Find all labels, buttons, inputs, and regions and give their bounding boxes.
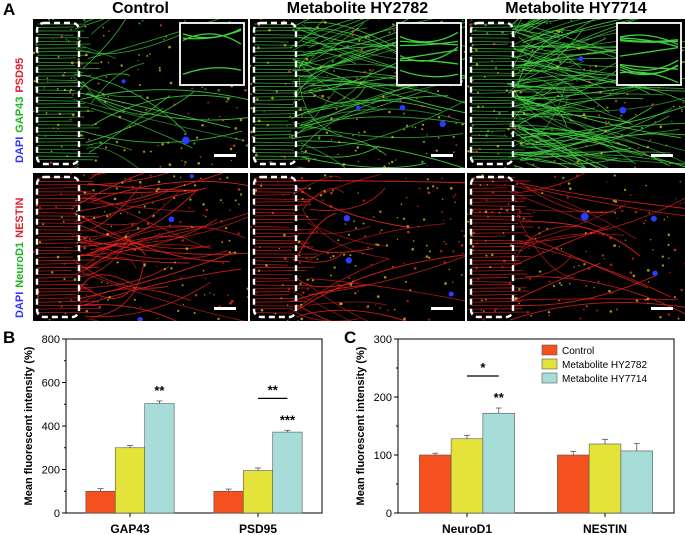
scale-bar <box>431 154 453 157</box>
significance-label: ** <box>494 390 505 405</box>
y-tick-label: 0 <box>54 508 60 520</box>
micrograph-neurod1-control <box>33 173 248 321</box>
y-tick-label: 400 <box>42 421 60 433</box>
column-title-hy7714: Metabolite HY7714 <box>505 0 647 17</box>
row-label-nestin: DAPI NeuroD1 NESTIN <box>14 194 26 318</box>
significance-label: ** <box>154 383 165 398</box>
significance-label: ** <box>268 382 279 397</box>
bar <box>482 412 515 514</box>
micrograph-gap43-control <box>33 19 248 168</box>
column-title-control: Control <box>112 0 169 17</box>
x-tick-label: PSD95 <box>239 522 277 535</box>
bar <box>242 470 274 514</box>
row-label-dapi: DAPI <box>14 136 26 163</box>
legend-swatch <box>541 344 558 356</box>
x-tick-label: NeuroD1 <box>442 522 492 535</box>
bar <box>213 490 244 514</box>
x-tick-label: GAP43 <box>110 522 150 535</box>
column-title-hy2782: Metabolite HY2782 <box>286 0 429 17</box>
micrograph-neurod1-hy7714 <box>467 173 685 321</box>
y-tick-label: 200 <box>42 465 60 477</box>
micrograph-gap43-hy2782 <box>250 19 465 168</box>
row-label-gap43: DAPI GAP43 PSD95 <box>14 54 26 163</box>
bar <box>450 438 484 514</box>
scale-bar <box>214 154 236 157</box>
bar <box>114 447 146 514</box>
significance-label: *** <box>280 412 296 427</box>
y-axis-label: Mean fluorescent intensity (%) <box>355 346 367 505</box>
legend-label: Metabolite HY7714 <box>562 374 647 385</box>
bar <box>272 431 303 514</box>
chart-b: 0 200 400 600 800 Mean fluorescent intensity … <box>23 334 323 535</box>
panel-letter-a: A <box>3 0 16 19</box>
micrograph-neurod1-hy2782 <box>250 173 465 321</box>
bar <box>588 443 622 514</box>
scale-bar <box>214 307 236 310</box>
y-tick-label: 300 <box>374 334 392 346</box>
y-tick-label: 0 <box>386 508 392 520</box>
y-tick-label: 100 <box>374 450 392 462</box>
scale-bar <box>431 307 453 310</box>
row-label-psd95: PSD95 <box>14 57 26 93</box>
chart-c: 0 100 200 300 Mean fluorescent intensity (%)… <box>355 334 675 535</box>
y-tick-label: 600 <box>42 378 60 390</box>
y-tick-label: 800 <box>42 334 60 346</box>
bar <box>557 454 590 514</box>
panel-letter-c: C <box>344 328 357 347</box>
bar <box>85 490 116 514</box>
row-label-gap43: GAP43 <box>14 96 26 133</box>
bar <box>144 403 175 514</box>
legend-label: Control <box>562 346 594 357</box>
bar <box>419 454 452 514</box>
legend-label: Metabolite HY2782 <box>562 360 647 371</box>
bar <box>620 450 653 514</box>
legend-swatch <box>541 358 558 370</box>
row-label-dapi: DAPI <box>14 291 26 318</box>
legend-swatch <box>541 372 558 384</box>
micrograph-gap43-hy7714 <box>467 19 685 168</box>
x-tick-label: NESTIN <box>583 522 627 535</box>
y-axis-label: Mean fluorescent intensity (%) <box>23 346 35 505</box>
row-label-nestin: NESTIN <box>14 197 26 238</box>
scale-bar <box>651 307 673 310</box>
row-label-neurod1: NeuroD1 <box>14 241 26 288</box>
significance-label: * <box>480 360 486 375</box>
panel-letter-b: B <box>3 328 16 347</box>
scale-bar <box>651 154 673 157</box>
y-tick-label: 200 <box>374 392 392 404</box>
